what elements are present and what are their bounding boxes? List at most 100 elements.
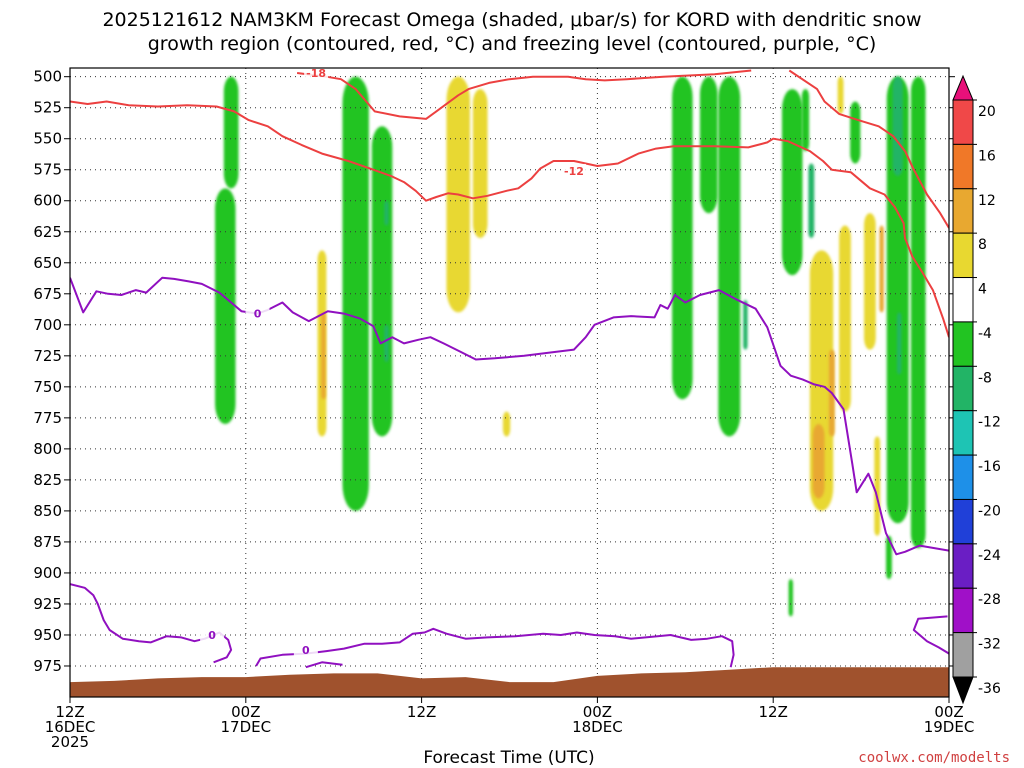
x-tick-label-3-1: 00Z (583, 703, 612, 721)
freezing-contour-4 (305, 661, 343, 669)
x-tick-label-0-2: 16DEC (45, 718, 96, 736)
x-axis-label: Forecast Time (UTC) (423, 748, 594, 768)
colorbar-label-11: -28 (978, 592, 1001, 608)
omega-cell-15 (781, 89, 803, 276)
dgz-label-bg-2 (561, 163, 586, 177)
colorbar-label-6: -8 (978, 370, 992, 386)
omega-cell-1 (223, 76, 239, 189)
omega-cell-13 (718, 76, 741, 437)
colorbar-label-5: -4 (978, 326, 992, 342)
colorbar: 20 16 12 8 4 -4 -8 -12 -16 -20 -24 -28 -32 -36 (952, 74, 1001, 705)
omega-cell-27 (886, 76, 909, 524)
y-tick-label-600: 600 (33, 192, 62, 210)
dgz-contour-1 (788, 69, 949, 229)
terrain-layer (70, 667, 949, 697)
y-tick-label-525: 525 (33, 99, 62, 117)
omega-cell-17 (801, 89, 810, 152)
omega-cell-24 (864, 213, 876, 350)
x-tick-label-0-1: 12Z (55, 703, 84, 721)
freezing-label-bg-1 (200, 627, 225, 641)
omega-cell-3 (321, 312, 326, 400)
y-tick-label-625: 625 (33, 223, 62, 241)
omega-cell-30 (910, 76, 926, 549)
y-tick-label-500: 500 (33, 68, 62, 86)
colorbar-swatch-10 (952, 543, 974, 589)
dgz-contour-label-2: -12 (564, 165, 584, 178)
plot-frame (69, 67, 950, 698)
credit-text: coolwx.com/modelts (858, 750, 1010, 766)
colorbar-swatch-11 (952, 587, 974, 634)
y-tick-label-925: 925 (33, 595, 62, 613)
colorbar-swatch-3 (952, 232, 974, 279)
colorbar-label-7: -12 (978, 415, 1001, 431)
y-tick-label-975: 975 (33, 657, 62, 675)
colorbar-bottom-arrow (952, 676, 974, 705)
omega-cell-29 (896, 312, 902, 375)
y-tick-label-675: 675 (33, 285, 62, 303)
colorbar-label-4: 4 (978, 282, 987, 298)
x-tick-label-2-1: 12Z (407, 703, 436, 721)
y-tick-label-650: 650 (33, 254, 62, 272)
chart-title-line1: 2025121612 NAM3KM Forecast Omega (shaded… (102, 9, 921, 31)
x-tick-label-0-3: 2025 (51, 733, 89, 751)
omega-cell-25 (874, 436, 881, 536)
omega-cell-9 (472, 89, 488, 238)
terrain-fill (70, 667, 949, 697)
y-tick-label-725: 725 (33, 347, 62, 365)
y-tick-label-825: 825 (33, 471, 62, 489)
dendritic-growth-contours: -18 -12 (70, 68, 949, 338)
omega-cell-7 (384, 324, 389, 363)
colorbar-swatch-8 (952, 454, 974, 500)
colorbar-swatch-6 (952, 365, 974, 412)
omega-cell-22 (839, 225, 851, 412)
colorbar-swatch-4 (952, 277, 974, 323)
freezing-contour-1 (70, 583, 233, 664)
x-tick-label-1-2: 17DEC (221, 718, 272, 736)
freezing-label-bg-2 (293, 642, 318, 656)
colorbar-label-2: 12 (978, 193, 996, 209)
y-tick-label-800: 800 (33, 440, 62, 458)
y-tick-label-950: 950 (33, 626, 62, 644)
freezing-contour-label-1: 0 (208, 629, 216, 642)
freezing-label-bg-0 (245, 306, 270, 320)
omega-cell-21 (837, 76, 844, 114)
omega-cell-23 (850, 101, 861, 164)
colorbar-label-12: -32 (978, 637, 1001, 653)
colorbar-swatch-1 (952, 143, 974, 190)
colorbar-label-3: 8 (978, 237, 987, 253)
y-axis-ticks: 500 525 550 575 600 625 650 675 700 725 750 775 800 8… (33, 68, 955, 675)
x-tick-label-4-1: 12Z (759, 703, 788, 721)
colorbar-top-arrow (952, 74, 974, 101)
colorbar-label-8: -16 (978, 459, 1001, 475)
x-tick-label-5-1: 00Z (934, 703, 963, 721)
y-tick-label-900: 900 (33, 564, 62, 582)
y-tick-label-875: 875 (33, 533, 62, 551)
colorbar-label-0: 20 (978, 104, 996, 120)
y-tick-label-750: 750 (33, 378, 62, 396)
omega-cell-6 (384, 200, 389, 226)
omega-cell-16 (808, 163, 815, 238)
freezing-level-contours: 0 0 0 (70, 276, 949, 669)
y-tick-label-850: 850 (33, 502, 62, 520)
omega-cell-0 (215, 188, 236, 425)
freezing-contour-0 (70, 276, 949, 556)
dgz-contour-0 (296, 69, 752, 120)
colorbar-label-13: -36 (978, 681, 1001, 697)
dgz-contour-2 (70, 100, 949, 338)
omega-cell-28 (892, 76, 903, 176)
x-tick-label-1-1: 00Z (231, 703, 260, 721)
omega-cell-32 (788, 579, 793, 617)
chart-title-line2: growth region (contoured, red, °C) and f… (148, 33, 877, 55)
omega-cell-11 (672, 76, 693, 400)
colorbar-swatch-0 (952, 99, 974, 145)
plot-area: -18 -12 0 0 0 (70, 68, 949, 697)
y-tick-label-550: 550 (33, 130, 62, 148)
dgz-label-bg-0 (304, 68, 329, 79)
colorbar-label-9: -20 (978, 504, 1001, 520)
y-tick-label-575: 575 (33, 161, 62, 179)
colorbar-swatch-9 (952, 498, 974, 545)
omega-cell-10 (502, 411, 511, 437)
omega-cell-31 (886, 535, 892, 580)
